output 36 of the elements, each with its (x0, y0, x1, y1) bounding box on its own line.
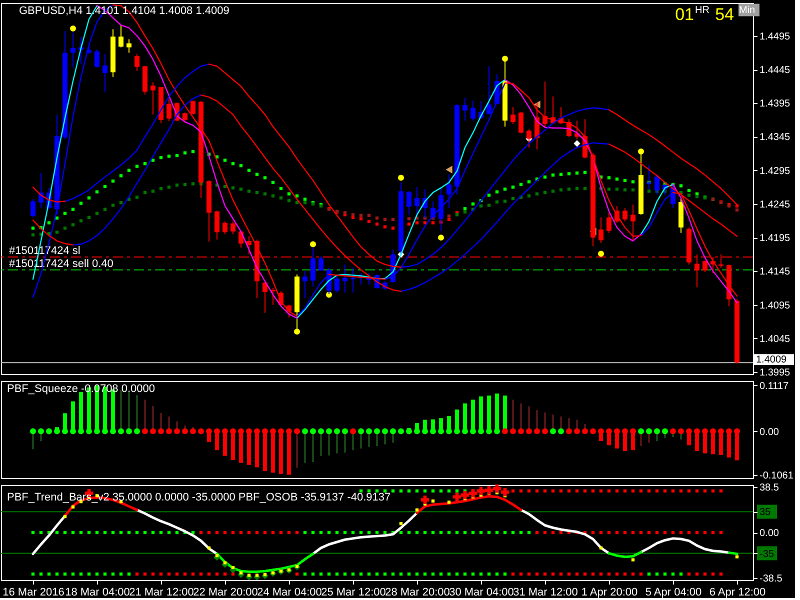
y-tick-label: -0.1061 (760, 470, 794, 482)
x-tick-label: 25 Mar 12:00 (321, 586, 386, 598)
y-tick-label: 1.4245 (760, 199, 791, 210)
y2-tick-label: 35 (760, 507, 772, 518)
y-tick-label: 1.4195 (760, 233, 791, 244)
y-tick-label: 1.4045 (760, 334, 791, 345)
y-tick-label: 1.4495 (760, 31, 791, 42)
y-tick-label: 1.4295 (760, 166, 791, 177)
y2-tick-label: -35 (760, 548, 774, 560)
x-tick-label: 31 Mar 12:00 (513, 586, 578, 598)
x-tick-label: 24 Mar 04:00 (257, 586, 322, 598)
y-tick-label: -38.5 (760, 574, 783, 585)
y-tick-label: 1.4145 (760, 266, 791, 278)
x-tick-label: 30 Mar 04:00 (449, 586, 514, 598)
y-tick-label: 1.4345 (760, 132, 791, 144)
y-tick-label: 38.5 (760, 482, 780, 494)
y-tick-label: 1.4395 (760, 98, 791, 110)
x-tick-label: 28 Mar 20:00 (385, 586, 450, 598)
x-tick-label: 18 Mar 04:00 (65, 586, 130, 598)
y-tick-label: 0.00 (760, 426, 780, 438)
y-tick-label: 1.4095 (760, 300, 791, 312)
x-tick-label: 6 Apr 12:00 (709, 586, 766, 598)
x-tick-label: 16 Mar 2016 (2, 586, 64, 598)
annotation: 54 (715, 5, 734, 24)
ref-line-label: 1.4009 (756, 354, 788, 366)
y-tick-label: 0.00 (760, 528, 780, 539)
x-tick-label: 21 Mar 12:00 (129, 586, 194, 598)
x-tick-label: 1 Apr 20:00 (581, 586, 638, 598)
y-tick-label: 1.4445 (760, 65, 791, 76)
y-tick-label: 1.3995 (760, 367, 791, 378)
annotation: 01 (675, 5, 694, 24)
annotation: Min (739, 5, 756, 16)
x-tick-label: 22 Mar 20:00 (193, 586, 258, 598)
x-tick-label: 5 Apr 04:00 (645, 586, 702, 598)
y-tick-label: 0.1117 (760, 380, 790, 392)
annotation: HR (695, 5, 710, 16)
